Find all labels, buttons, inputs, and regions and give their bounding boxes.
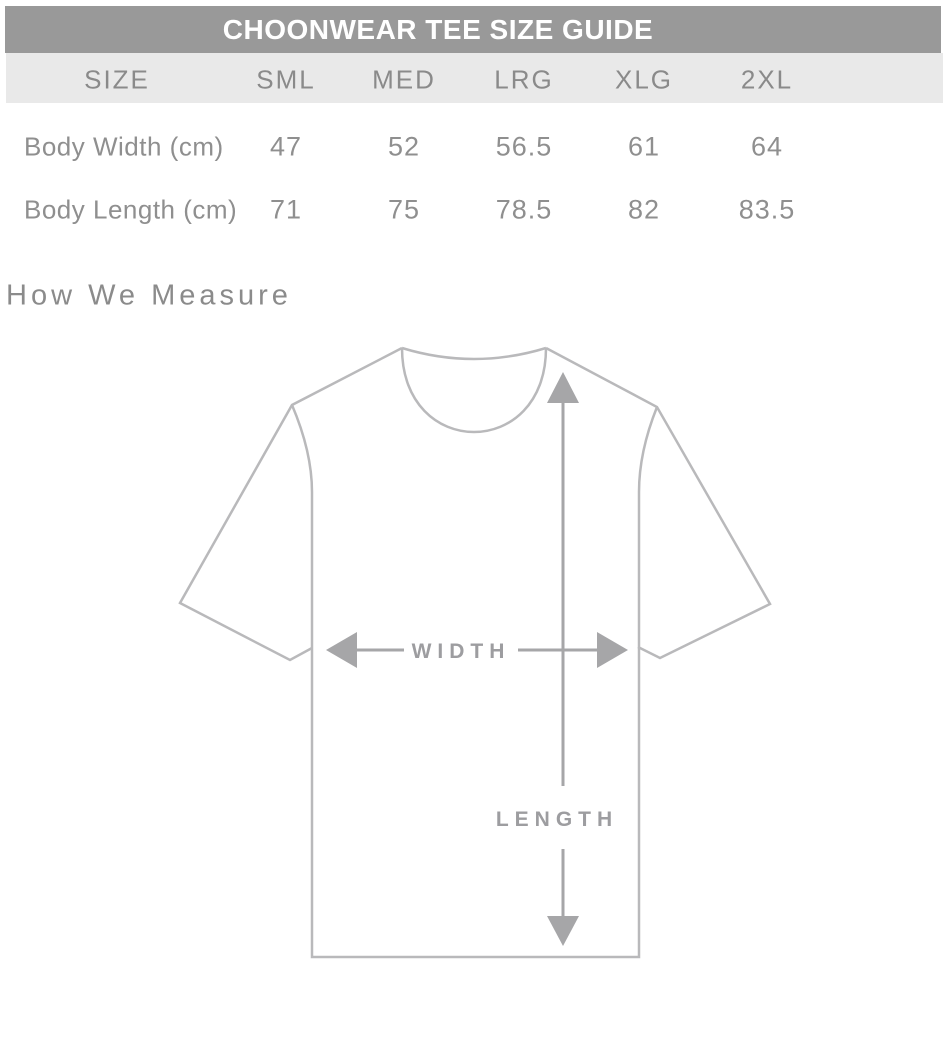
length-arrow-down-head-icon — [547, 916, 579, 946]
length-label: LENGTH — [496, 808, 618, 831]
value-cell: 75 — [387, 194, 421, 225]
value-cell: 71 — [269, 194, 303, 225]
collar-back-curve — [401, 346, 547, 361]
width-arrow-left-head-icon — [326, 632, 357, 668]
width-arrow-right-head-icon — [597, 632, 628, 668]
value-cell: 52 — [387, 131, 421, 162]
width-label: WIDTH — [412, 640, 511, 663]
section-heading-how-we-measure: How We Measure — [6, 279, 292, 312]
row-label-body-width: Body Width (cm) — [24, 131, 224, 162]
collar-front-curve — [400, 347, 548, 434]
header-cell-sml: SML — [256, 64, 316, 95]
left-sleeve — [178, 346, 403, 662]
body-outline — [290, 404, 659, 959]
header-cell-lrg: LRG — [494, 64, 554, 95]
value-cell: 78.5 — [495, 194, 553, 225]
size-table-header-row — [6, 53, 943, 103]
right-sleeve — [545, 346, 772, 660]
page-title: CHOONWEAR TEE SIZE GUIDE — [222, 13, 654, 45]
row-label-body-length: Body Length (cm) — [24, 194, 238, 225]
length-arrow: LENGTH — [496, 372, 618, 946]
value-cell: 64 — [750, 131, 784, 162]
length-arrow-up-head-icon — [547, 372, 579, 403]
value-cell: 82 — [627, 194, 661, 225]
width-arrow: WIDTH — [326, 632, 628, 668]
value-cell: 56.5 — [495, 131, 553, 162]
value-cell: 61 — [627, 131, 661, 162]
header-cell-size: SIZE — [84, 64, 150, 95]
header-cell-med: MED — [372, 64, 436, 95]
header-cell-xlg: XLG — [614, 64, 674, 95]
value-cell: 47 — [269, 131, 303, 162]
header-cell-2xl: 2XL — [740, 64, 794, 95]
title-bar: CHOONWEAR TEE SIZE GUIDE — [5, 6, 941, 53]
value-cell: 83.5 — [738, 194, 796, 225]
tshirt-outline — [178, 346, 772, 959]
